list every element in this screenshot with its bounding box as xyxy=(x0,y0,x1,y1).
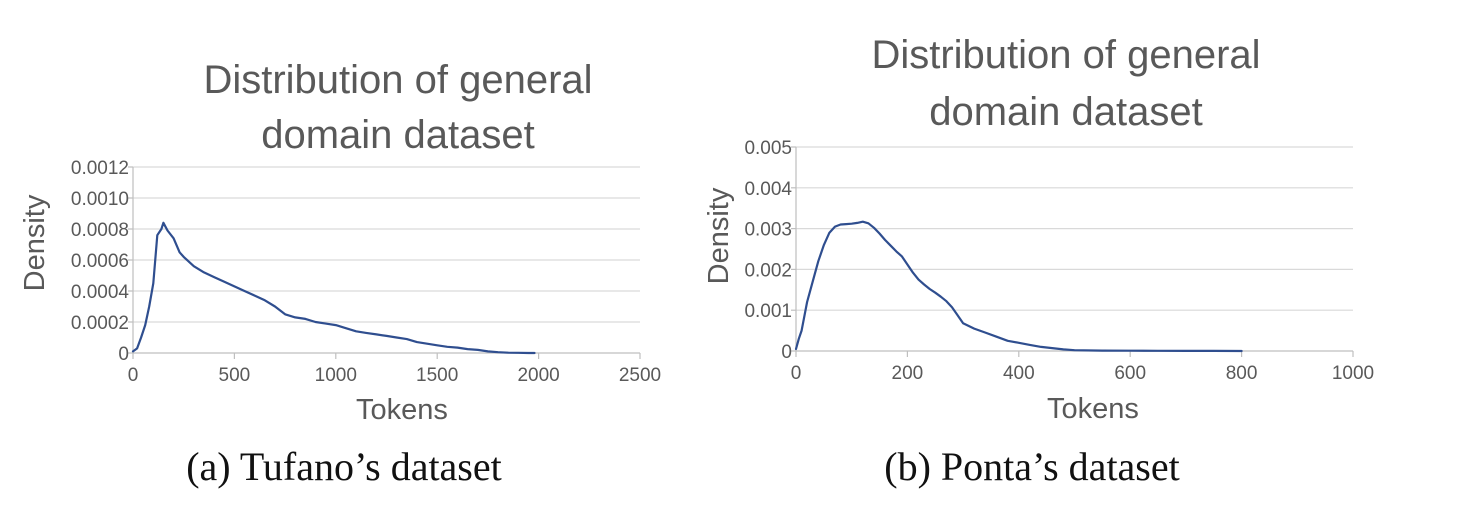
x-tick-label: 400 xyxy=(1003,363,1035,384)
y-axis-title: Density xyxy=(703,187,735,284)
gridlines xyxy=(133,166,640,323)
series xyxy=(131,221,536,355)
figure-caption: (a) Tufano’s dataset xyxy=(186,444,502,489)
x-tick-label: 0 xyxy=(791,363,802,384)
x-axis-title: Tokens xyxy=(1047,393,1139,425)
y-tick-label: 0.002 xyxy=(744,260,792,281)
axes xyxy=(128,166,641,359)
x-tick-label: 1500 xyxy=(416,365,458,386)
y-tick-label: 0.0006 xyxy=(71,251,129,272)
y-tick-labels: 0 0.0002 0.0004 0.0006 0.0008 0.0010 0.0012 xyxy=(71,158,130,365)
x-tick-labels: 0 200 400 600 800 1000 xyxy=(791,363,1374,384)
y-tick-labels: 0 0.001 0.002 0.003 0.004 0.005 xyxy=(744,138,792,363)
chart-title-line-2: domain dataset xyxy=(929,90,1203,134)
chart-ponta: Distribution of general domain dataset 0… xyxy=(703,33,1374,489)
chart-tufano: Distribution of general domain dataset 0… xyxy=(19,58,661,489)
x-tick-label: 2000 xyxy=(517,365,559,386)
y-tick-label: 0.005 xyxy=(744,138,792,159)
y-tick-label: 0.0010 xyxy=(71,189,129,210)
x-tick-label: 500 xyxy=(219,365,251,386)
x-tick-label: 0 xyxy=(128,365,139,386)
y-tick-label: 0.0004 xyxy=(71,282,130,303)
density-line xyxy=(131,221,536,355)
x-axis-title: Tokens xyxy=(356,394,448,426)
chart-title-line-2: domain dataset xyxy=(261,113,535,157)
x-tick-label: 600 xyxy=(1114,363,1146,384)
density-line xyxy=(794,220,1243,353)
x-tick-labels: 0 500 1000 1500 2000 2500 xyxy=(128,365,661,386)
axes xyxy=(791,146,1354,357)
x-tick-label: 1000 xyxy=(315,365,357,386)
figure-caption: (b) Ponta’s dataset xyxy=(884,444,1180,489)
y-tick-label: 0.004 xyxy=(744,179,792,200)
chart-title-line-1: Distribution of general xyxy=(871,33,1260,77)
x-tick-label: 200 xyxy=(892,363,924,384)
x-tick-label: 1000 xyxy=(1332,363,1374,384)
chart-title-line-1: Distribution of general xyxy=(203,58,592,102)
y-tick-label: 0 xyxy=(118,344,129,365)
y-tick-label: 0.0002 xyxy=(71,313,129,334)
y-tick-label: 0.0012 xyxy=(71,158,129,179)
series xyxy=(794,220,1243,353)
y-tick-label: 0.0008 xyxy=(71,220,129,241)
gridlines xyxy=(796,146,1353,311)
y-tick-label: 0.001 xyxy=(744,301,792,322)
y-tick-label: 0 xyxy=(781,342,792,363)
y-axis-title: Density xyxy=(19,194,51,291)
x-tick-label: 800 xyxy=(1226,363,1258,384)
y-tick-label: 0.003 xyxy=(744,220,792,241)
x-tick-label: 2500 xyxy=(619,365,661,386)
